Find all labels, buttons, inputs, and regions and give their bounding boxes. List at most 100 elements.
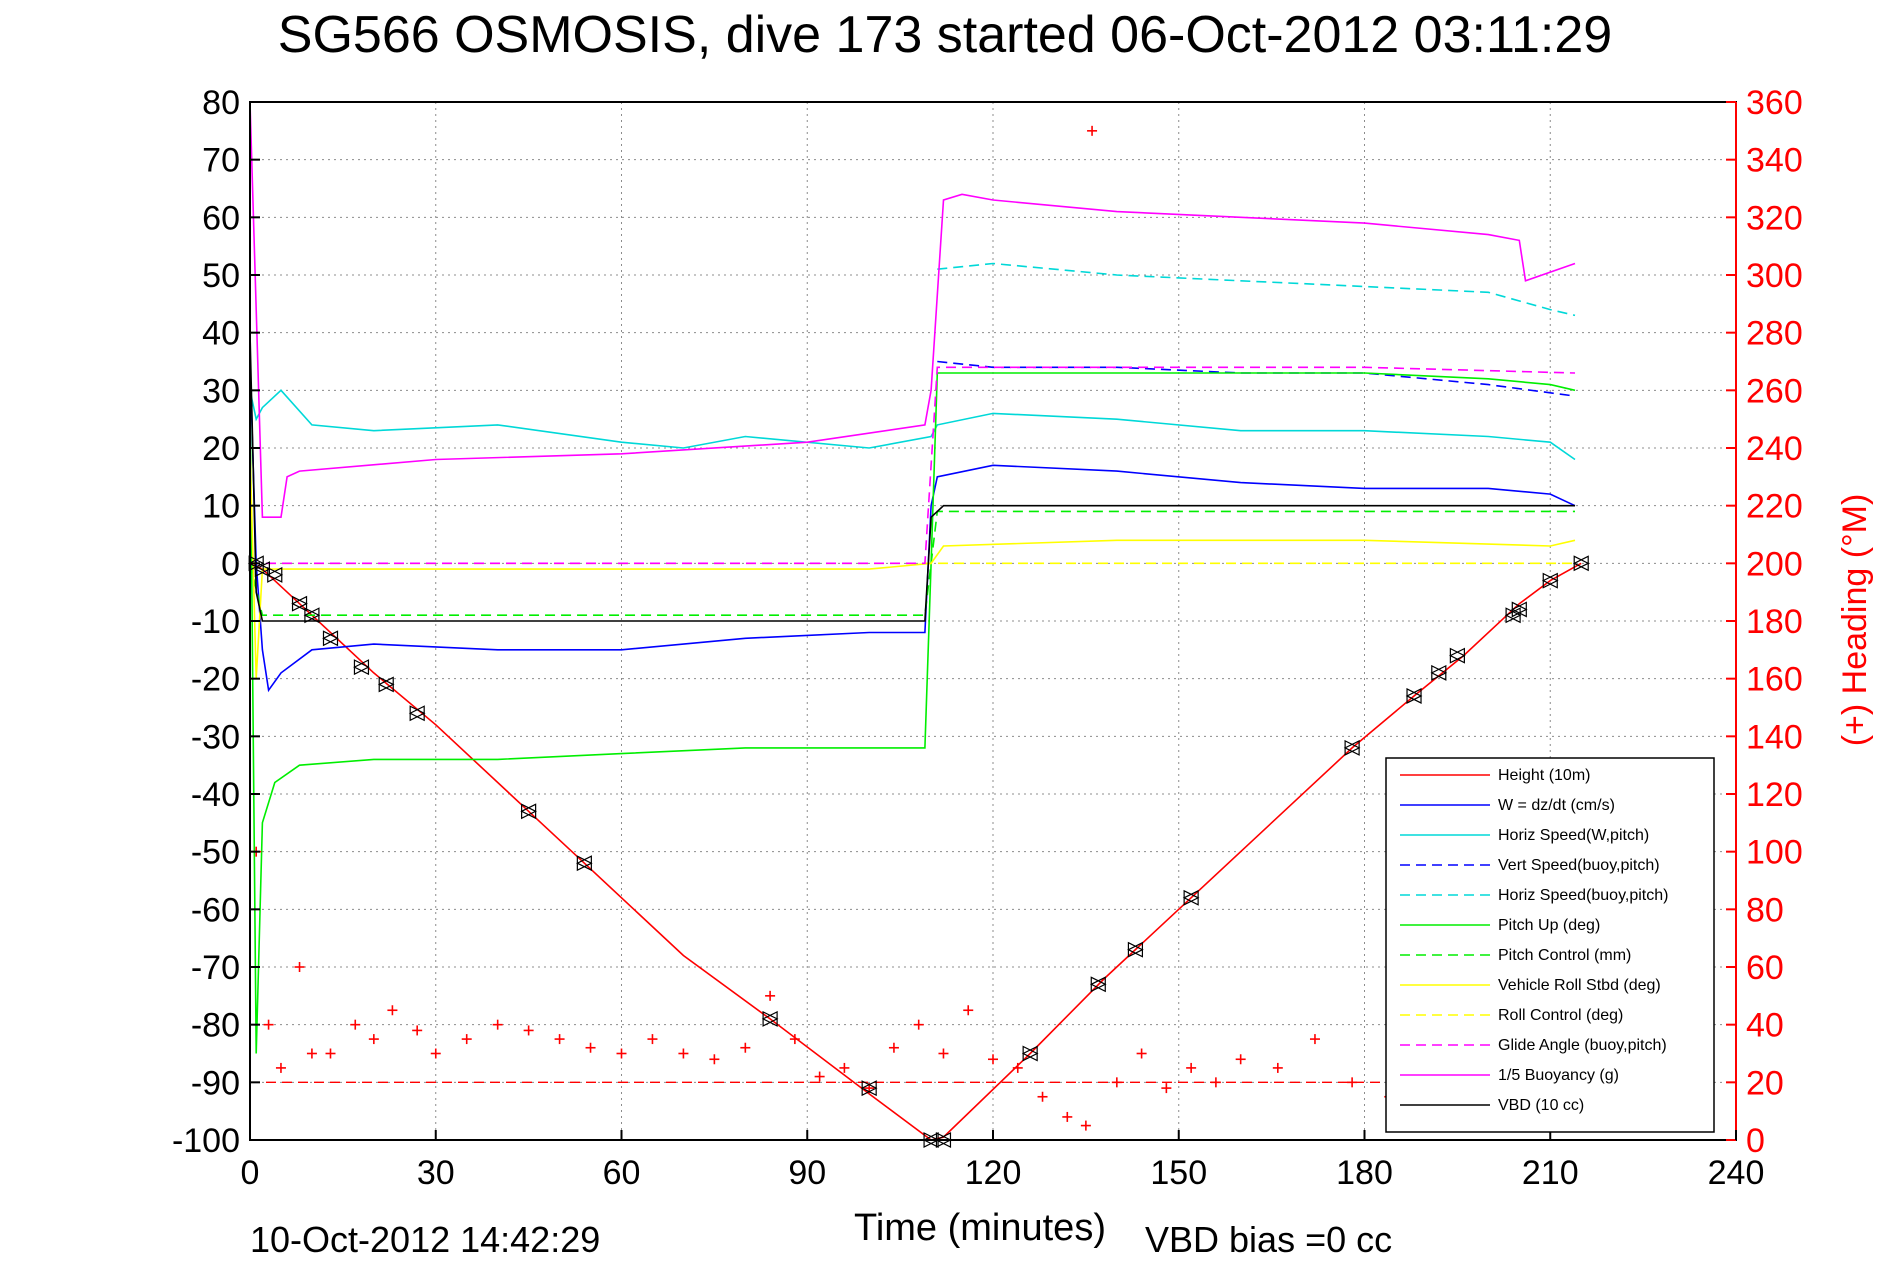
y2-tick-label: 320 bbox=[1746, 199, 1803, 237]
heading-point bbox=[1062, 1111, 1073, 1122]
y-tick-label: 20 bbox=[202, 430, 240, 468]
legend: Height (10m) W = dz/dt (cm/s) Horiz Speed(… bbox=[1385, 757, 1715, 1133]
y2-tick-label: 80 bbox=[1746, 891, 1784, 929]
heading-point bbox=[888, 1042, 899, 1053]
heading-point bbox=[740, 1042, 751, 1053]
y2-tick-label: 280 bbox=[1746, 315, 1803, 353]
x-tick-label: 180 bbox=[1336, 1154, 1393, 1192]
heading-point bbox=[1309, 1034, 1320, 1045]
legend-entry: Pitch Up (deg) bbox=[1498, 917, 1600, 934]
heading-point bbox=[461, 1034, 472, 1045]
height-marker bbox=[1405, 687, 1423, 704]
right-axis-ticks: 3603403203002802602402202001801601401201… bbox=[1726, 84, 1803, 1160]
series-line-5 bbox=[249, 372, 1576, 1054]
y2-tick-label: 160 bbox=[1746, 661, 1803, 699]
height-marker bbox=[576, 855, 593, 872]
x-tick-label: 60 bbox=[603, 1154, 641, 1192]
y-tick-label: -60 bbox=[191, 891, 240, 929]
heading-point bbox=[789, 1034, 800, 1045]
legend-entry: W = dz/dt (cm/s) bbox=[1498, 797, 1615, 814]
x-tick-label: 90 bbox=[788, 1154, 826, 1192]
heading-point bbox=[839, 1062, 850, 1073]
height-marker bbox=[1541, 572, 1559, 589]
footer-timestamp: 10-Oct-2012 14:42:29 bbox=[250, 1219, 600, 1260]
series-line-7 bbox=[249, 447, 1576, 679]
series-line-10 bbox=[249, 101, 1576, 519]
series-line-6 bbox=[249, 510, 1575, 617]
x-tick-label: 210 bbox=[1522, 1154, 1579, 1192]
heading-point bbox=[492, 1019, 503, 1030]
right-axis-label: (+) Heading (°M) bbox=[1836, 494, 1874, 747]
legend-entry: Horiz Speed(buoy,pitch) bbox=[1498, 887, 1668, 904]
heading-point bbox=[814, 1071, 825, 1082]
y2-tick-label: 360 bbox=[1746, 84, 1803, 122]
heading-point bbox=[585, 1042, 596, 1053]
heading-point bbox=[709, 1054, 720, 1065]
heading-layer bbox=[250, 125, 1582, 1131]
heading-point bbox=[306, 1048, 317, 1059]
height-marker bbox=[303, 607, 321, 624]
heading-point bbox=[350, 1019, 361, 1030]
heading-point bbox=[1111, 1077, 1122, 1088]
heading-point bbox=[988, 1054, 998, 1065]
y-tick-label: -50 bbox=[191, 834, 240, 872]
y-tick-label: -40 bbox=[191, 776, 240, 814]
height-marker bbox=[1343, 739, 1361, 756]
heading-point bbox=[1136, 1048, 1147, 1059]
y-tick-label: 70 bbox=[202, 142, 240, 180]
heading-point bbox=[325, 1048, 336, 1059]
x-tick-label: 0 bbox=[241, 1154, 260, 1192]
y2-tick-label: 0 bbox=[1746, 1122, 1765, 1160]
heading-point bbox=[1012, 1062, 1023, 1073]
series-layer bbox=[249, 101, 1582, 1141]
heading-point bbox=[765, 990, 776, 1001]
heading-point bbox=[1272, 1062, 1283, 1073]
heading-point bbox=[523, 1025, 534, 1036]
heading-point bbox=[1087, 125, 1098, 136]
y-tick-label: 40 bbox=[202, 315, 240, 353]
heading-point bbox=[938, 1048, 949, 1059]
left-axis-ticks: 80 70 60 50 40 30 20 10 0 -10 -20 -30 -40 -50 -60 -70 -8… bbox=[172, 84, 260, 1160]
legend-entry: Pitch Control (mm) bbox=[1498, 947, 1631, 964]
footer-vbd-bias: VBD bias =0 cc bbox=[1145, 1219, 1392, 1260]
legend-entry: Height (10m) bbox=[1498, 767, 1590, 784]
heading-point bbox=[1080, 1120, 1091, 1131]
height-marker bbox=[1510, 601, 1528, 618]
series-line-9 bbox=[250, 366, 1576, 565]
height-marker bbox=[266, 566, 284, 583]
y-tick-label: 30 bbox=[202, 372, 240, 410]
height-marker bbox=[1021, 1045, 1039, 1062]
series-line-1 bbox=[249, 361, 1576, 693]
heading-point bbox=[678, 1048, 689, 1059]
height-marker bbox=[377, 676, 395, 693]
y2-tick-label: 140 bbox=[1746, 718, 1803, 756]
y-tick-label: 0 bbox=[221, 545, 240, 583]
series-line-11 bbox=[249, 332, 1575, 622]
height-marker bbox=[860, 1080, 878, 1097]
legend-entry: VBD (10 cc) bbox=[1498, 1097, 1584, 1114]
chart-title: SG566 OSMOSIS, dive 173 started 06-Oct-2… bbox=[278, 6, 1612, 64]
y2-tick-label: 20 bbox=[1746, 1064, 1784, 1102]
series-line-4 bbox=[937, 262, 1576, 317]
height-marker bbox=[1089, 976, 1107, 993]
x-axis-ticks: 0 30 60 90 120 150 180 210 240 bbox=[241, 1130, 1764, 1192]
height-marker bbox=[322, 630, 339, 647]
heading-point bbox=[963, 1005, 974, 1016]
series-line-3 bbox=[937, 360, 1576, 397]
y2-tick-label: 40 bbox=[1746, 1007, 1784, 1045]
heading-point bbox=[1210, 1077, 1221, 1088]
height-marker bbox=[408, 705, 426, 722]
heading-point bbox=[1037, 1091, 1048, 1102]
heading-point bbox=[554, 1034, 565, 1045]
y-tick-label: -20 bbox=[191, 661, 240, 699]
y-tick-label: 50 bbox=[202, 257, 240, 295]
height-marker bbox=[1572, 555, 1590, 572]
heading-point bbox=[294, 962, 305, 972]
x-axis-label: Time (minutes) bbox=[854, 1207, 1106, 1249]
heading-point bbox=[1186, 1062, 1197, 1073]
x-tick-label: 30 bbox=[417, 1154, 455, 1192]
legend-entry: Vert Speed(buoy,pitch) bbox=[1498, 857, 1660, 874]
height-marker bbox=[1127, 941, 1144, 958]
marker-layer bbox=[247, 555, 1590, 1148]
